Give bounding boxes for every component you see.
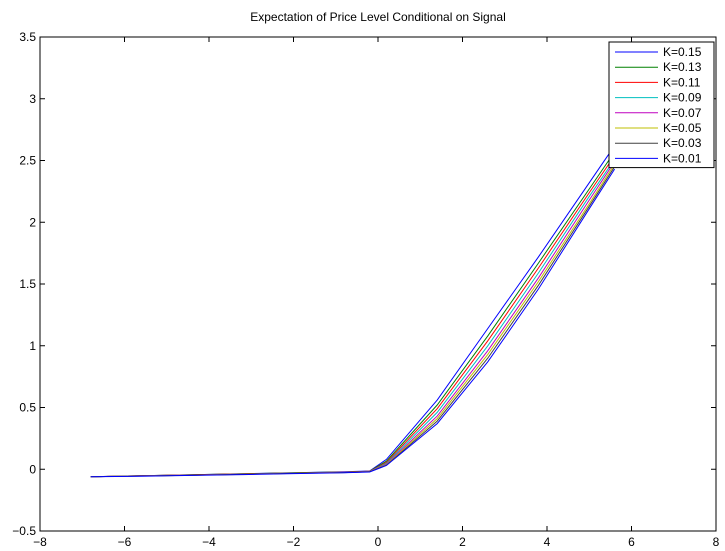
x-tick-label: −8 xyxy=(33,535,47,549)
y-tick-label: 1.5 xyxy=(19,277,36,291)
legend-label: K=0.13 xyxy=(663,60,702,74)
series-line-5 xyxy=(90,161,616,478)
x-tick-label: 0 xyxy=(375,535,382,549)
legend-box xyxy=(608,41,715,169)
y-axis: −0.5 0 0.5 1 1.5 2 2.5 3 3.5 xyxy=(12,30,716,538)
x-tick-label: −2 xyxy=(287,535,301,549)
y-tick-label: 0.5 xyxy=(19,401,36,415)
y-tick-label: 1 xyxy=(29,339,36,353)
legend-label: K=0.05 xyxy=(663,121,702,135)
x-axis: −8 −6 −4 −2 0 2 4 6 8 xyxy=(33,37,720,549)
legend-label: K=0.07 xyxy=(663,106,702,120)
series-line-6 xyxy=(90,163,616,478)
legend-label: K=0.15 xyxy=(663,45,702,59)
series-line-8 xyxy=(90,168,616,478)
y-tick-label: −0.5 xyxy=(12,524,36,538)
legend: K=0.15K=0.13K=0.11K=0.09K=0.07K=0.05K=0.… xyxy=(608,41,715,169)
legend-label: K=0.09 xyxy=(663,91,702,105)
y-tick-label: 3.5 xyxy=(19,30,36,44)
plot-series xyxy=(90,145,616,478)
series-line-7 xyxy=(90,166,616,478)
series-line-1 xyxy=(90,145,616,478)
y-tick-label: 0 xyxy=(29,462,36,476)
y-tick-label: 2.5 xyxy=(19,154,36,168)
series-line-4 xyxy=(90,159,616,478)
x-tick-label: 4 xyxy=(544,535,551,549)
series-line-3 xyxy=(90,155,616,478)
legend-label: K=0.01 xyxy=(663,151,702,165)
series-line-2 xyxy=(90,151,616,478)
y-tick-label: 3 xyxy=(29,92,36,106)
x-tick-label: 2 xyxy=(459,535,466,549)
x-tick-label: 6 xyxy=(628,535,635,549)
y-tick-label: 2 xyxy=(29,215,36,229)
legend-label: K=0.11 xyxy=(663,75,701,89)
x-tick-label: −6 xyxy=(118,535,132,549)
chart-title: Expectation of Price Level Conditional o… xyxy=(250,10,506,24)
x-tick-label: −4 xyxy=(202,535,216,549)
legend-label: K=0.03 xyxy=(663,136,702,150)
x-tick-label: 8 xyxy=(713,535,720,549)
